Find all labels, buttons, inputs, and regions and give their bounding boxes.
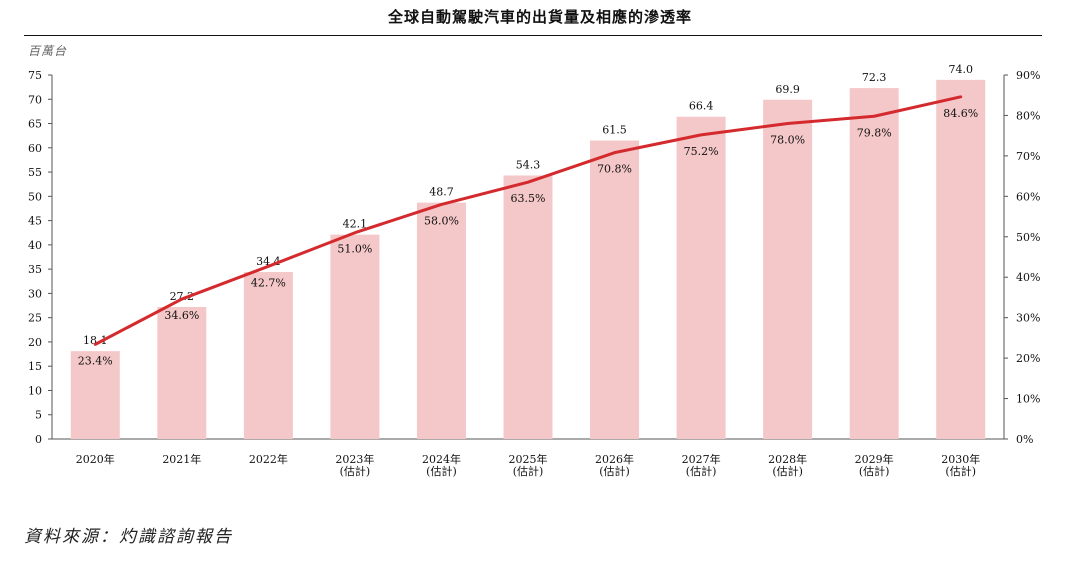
x-tick-label: 2020年: [76, 452, 115, 466]
bar-value-label: 42.1: [343, 218, 368, 231]
bar-value-label: 69.9: [775, 83, 800, 96]
left-tick-label: 30: [28, 287, 42, 300]
left-tick-label: 10: [28, 384, 42, 397]
bar: [416, 202, 466, 439]
left-tick-label: 0: [35, 433, 42, 446]
bar-value-label: 66.4: [689, 100, 714, 113]
penetration-line: [93, 95, 963, 346]
bar: [157, 306, 207, 439]
x-tick-label: 2021年: [162, 452, 201, 466]
right-tick-label: 50%: [1016, 231, 1040, 244]
x-tick-label: 2029年: [855, 452, 894, 466]
bar-value-label: 72.3: [862, 71, 887, 84]
bar: [849, 88, 899, 439]
x-tick-label: 2023年: [335, 452, 374, 466]
source-note: 資料來源：灼識諮詢報告: [24, 527, 233, 547]
x-tick-label: 2024年: [422, 452, 461, 466]
left-tick-label: 45: [28, 215, 42, 228]
bar-value-label: 54.3: [516, 158, 541, 171]
left-tick-label: 5: [35, 409, 42, 422]
penetration-label: 78.0%: [770, 134, 805, 147]
right-tick-label: 90%: [1016, 69, 1040, 82]
penetration-label: 51.0%: [337, 243, 372, 256]
bar-value-label: 48.7: [429, 186, 454, 199]
bar: [590, 140, 640, 439]
right-tick-label: 40%: [1016, 271, 1040, 284]
left-tick-label: 75: [28, 69, 42, 82]
x-tick-label: 2028年: [768, 452, 807, 466]
x-tick-note: (估計): [599, 464, 630, 478]
right-tick-label: 0%: [1016, 433, 1033, 446]
x-tick-label: 2027年: [682, 452, 721, 466]
penetration-label: 42.7%: [251, 276, 286, 289]
penetration-label: 84.6%: [943, 107, 978, 120]
left-tick-label: 60: [28, 142, 42, 155]
bar: [676, 116, 726, 439]
left-tick-label: 15: [28, 360, 42, 373]
x-tick-note: (估計): [426, 464, 457, 478]
x-tick-label: 2030年: [941, 452, 980, 466]
left-tick-label: 25: [28, 312, 42, 325]
x-tick-note: (估計): [686, 464, 717, 478]
right-tick-label: 70%: [1016, 150, 1040, 163]
penetration-label: 23.4%: [78, 354, 113, 367]
right-tick-label: 30%: [1016, 312, 1040, 325]
bar: [763, 99, 813, 439]
bar-value-label: 27.2: [170, 290, 195, 303]
penetration-label: 79.8%: [857, 126, 892, 139]
left-tick-label: 65: [28, 118, 42, 131]
bar: [243, 272, 293, 439]
x-tick-label: 2026年: [595, 452, 634, 466]
x-tick-note: (估計): [772, 464, 803, 478]
penetration-label: 34.6%: [164, 309, 199, 322]
right-tick-label: 20%: [1016, 352, 1040, 365]
x-tick-note: (估計): [859, 464, 890, 478]
bar-value-label: 18.1: [83, 334, 108, 347]
bar: [936, 79, 986, 439]
penetration-label: 63.5%: [511, 192, 546, 205]
left-tick-label: 40: [28, 239, 42, 252]
x-tick-note: (估計): [513, 464, 544, 478]
bar-value-label: 61.5: [602, 124, 627, 137]
right-tick-label: 60%: [1016, 190, 1040, 203]
title-divider: [24, 35, 1042, 36]
left-tick-label: 70: [28, 93, 42, 106]
bar: [330, 234, 380, 439]
x-tick-note: (估計): [340, 464, 371, 478]
bar: [503, 175, 553, 440]
left-tick-label: 50: [28, 190, 42, 203]
penetration-label: 75.2%: [684, 145, 719, 158]
left-tick-label: 20: [28, 336, 42, 349]
chart-title: 全球自動駕駛汽車的出貨量及相應的滲透率: [387, 8, 692, 26]
x-tick-note: (估計): [945, 464, 976, 478]
x-tick-label: 2025年: [509, 452, 548, 466]
bar: [70, 351, 120, 439]
y-axis-unit-label: 百萬台: [28, 44, 68, 58]
left-tick-label: 35: [28, 263, 42, 276]
left-tick-label: 55: [28, 166, 42, 179]
penetration-label: 58.0%: [424, 214, 459, 227]
penetration-label: 70.8%: [597, 163, 632, 176]
right-tick-label: 10%: [1016, 393, 1040, 406]
x-tick-label: 2022年: [249, 452, 288, 466]
right-tick-label: 80%: [1016, 109, 1040, 122]
bar-value-label: 74.0: [948, 63, 973, 76]
